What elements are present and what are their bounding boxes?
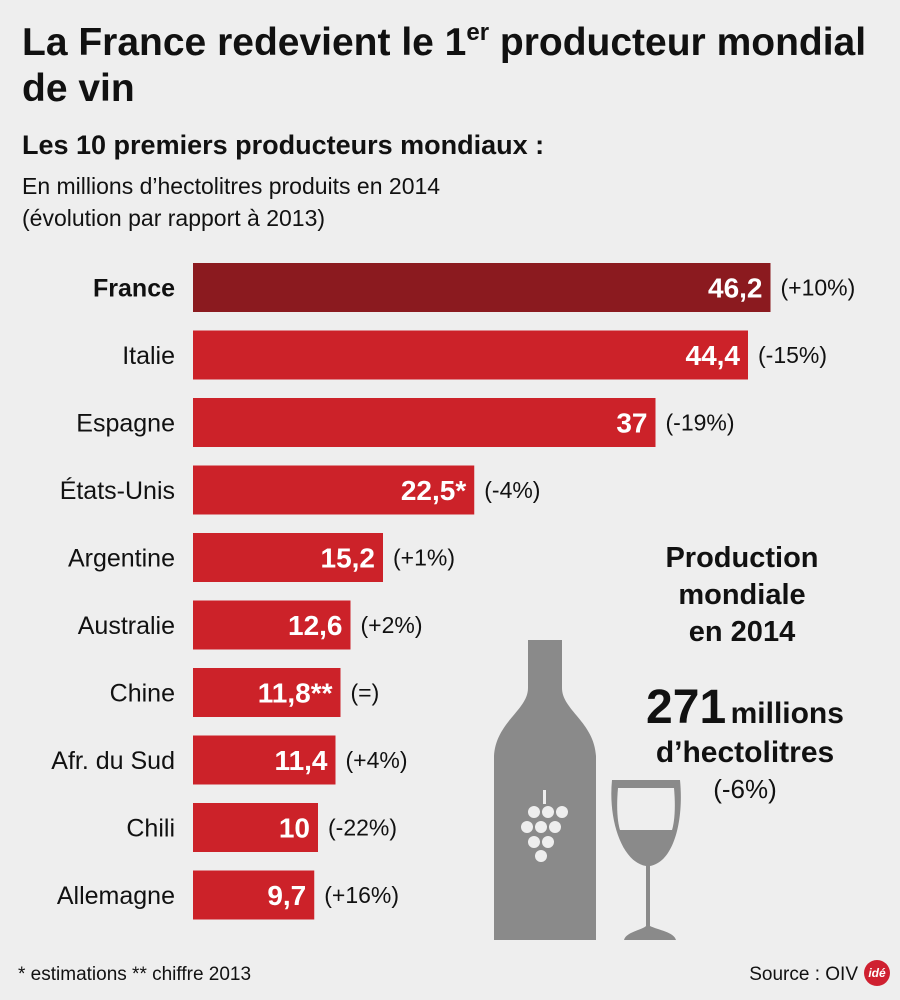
publisher-logo: idé bbox=[864, 960, 890, 986]
category-label-1: Italie bbox=[122, 342, 175, 370]
heading-line-1: Production bbox=[665, 542, 819, 574]
change-label-4: (+1%) bbox=[393, 545, 455, 571]
source-label: Source : OIV bbox=[749, 964, 858, 985]
total-value: 271 bbox=[646, 681, 727, 734]
value-label-3: 22,5* bbox=[401, 475, 466, 506]
category-label-2: Espagne bbox=[76, 410, 175, 438]
heading-line-3: en 2014 bbox=[688, 616, 796, 648]
value-label-2: 37 bbox=[616, 408, 647, 439]
title-part1: La France redevient le 1 bbox=[22, 21, 467, 64]
total-unit: millions bbox=[730, 697, 844, 730]
change-label-0: (+10%) bbox=[781, 275, 856, 301]
change-label-5: (+2%) bbox=[361, 612, 423, 638]
bar-0 bbox=[193, 263, 771, 312]
change-label-9: (+16%) bbox=[324, 882, 399, 908]
value-label-0: 46,2 bbox=[708, 273, 763, 304]
category-label-8: Chili bbox=[126, 815, 175, 843]
total-unit-line-2: d’hectolitres bbox=[655, 736, 835, 769]
grape-icon bbox=[521, 790, 568, 862]
world-production-heading: Production mondiale en 2014 bbox=[612, 540, 872, 651]
bar-7 bbox=[193, 735, 336, 785]
value-label-4: 15,2 bbox=[321, 543, 376, 574]
bar-5 bbox=[193, 600, 351, 650]
category-label-3: États-Unis bbox=[60, 476, 175, 505]
chart-subtitle: Les 10 premiers producteurs mondiaux : bbox=[22, 130, 545, 160]
description-line-2: (évolution par rapport à 2013) bbox=[22, 205, 326, 231]
change-label-2: (-19%) bbox=[666, 410, 735, 436]
change-label-8: (-22%) bbox=[328, 815, 397, 841]
title-superscript: er bbox=[466, 19, 490, 46]
category-label-5: Australie bbox=[78, 612, 175, 640]
change-label-3: (-4%) bbox=[484, 477, 540, 503]
bar-4 bbox=[193, 533, 383, 582]
value-label-7: 11,4 bbox=[275, 745, 328, 776]
value-label-1: 44,4 bbox=[686, 340, 741, 371]
chart-description: En millions d’hectolitres produits en 20… bbox=[22, 170, 440, 234]
change-label-7: (+4%) bbox=[346, 747, 408, 773]
category-label-9: Allemagne bbox=[57, 882, 175, 910]
world-production-total: 271 millions d’hectolitres (-6%) bbox=[600, 680, 890, 807]
category-label-0: France bbox=[93, 275, 175, 303]
heading-line-2: mondiale bbox=[678, 579, 806, 611]
bar-8 bbox=[193, 803, 318, 852]
category-label-6: Chine bbox=[110, 680, 175, 708]
bar-6 bbox=[193, 668, 341, 717]
wine-bottle-and-glass-icon bbox=[494, 640, 681, 940]
footnote: * estimations ** chiffre 2013 bbox=[18, 964, 252, 985]
bar-1 bbox=[193, 330, 748, 380]
wine-glass-icon bbox=[611, 780, 681, 940]
value-label-9: 9,7 bbox=[267, 880, 306, 911]
change-label-6: (=) bbox=[351, 680, 380, 706]
value-label-5: 12,6 bbox=[288, 610, 343, 641]
category-label-7: Afr. du Sud bbox=[51, 747, 175, 775]
value-label-8: 10 bbox=[279, 813, 310, 844]
page-title: La France redevient le 1er producteur mo… bbox=[22, 19, 882, 112]
bar-9 bbox=[193, 870, 315, 920]
bar-3 bbox=[193, 465, 475, 515]
wine-bottle-icon bbox=[494, 640, 596, 940]
bar-2 bbox=[193, 398, 656, 447]
value-label-6: 11,8** bbox=[258, 678, 333, 709]
title-part2: producteur mondial de vin bbox=[22, 21, 867, 110]
description-line-1: En millions d’hectolitres produits en 20… bbox=[22, 173, 441, 199]
total-change: (-6%) bbox=[713, 774, 777, 804]
category-label-4: Argentine bbox=[68, 545, 175, 573]
change-label-1: (-15%) bbox=[758, 342, 827, 368]
